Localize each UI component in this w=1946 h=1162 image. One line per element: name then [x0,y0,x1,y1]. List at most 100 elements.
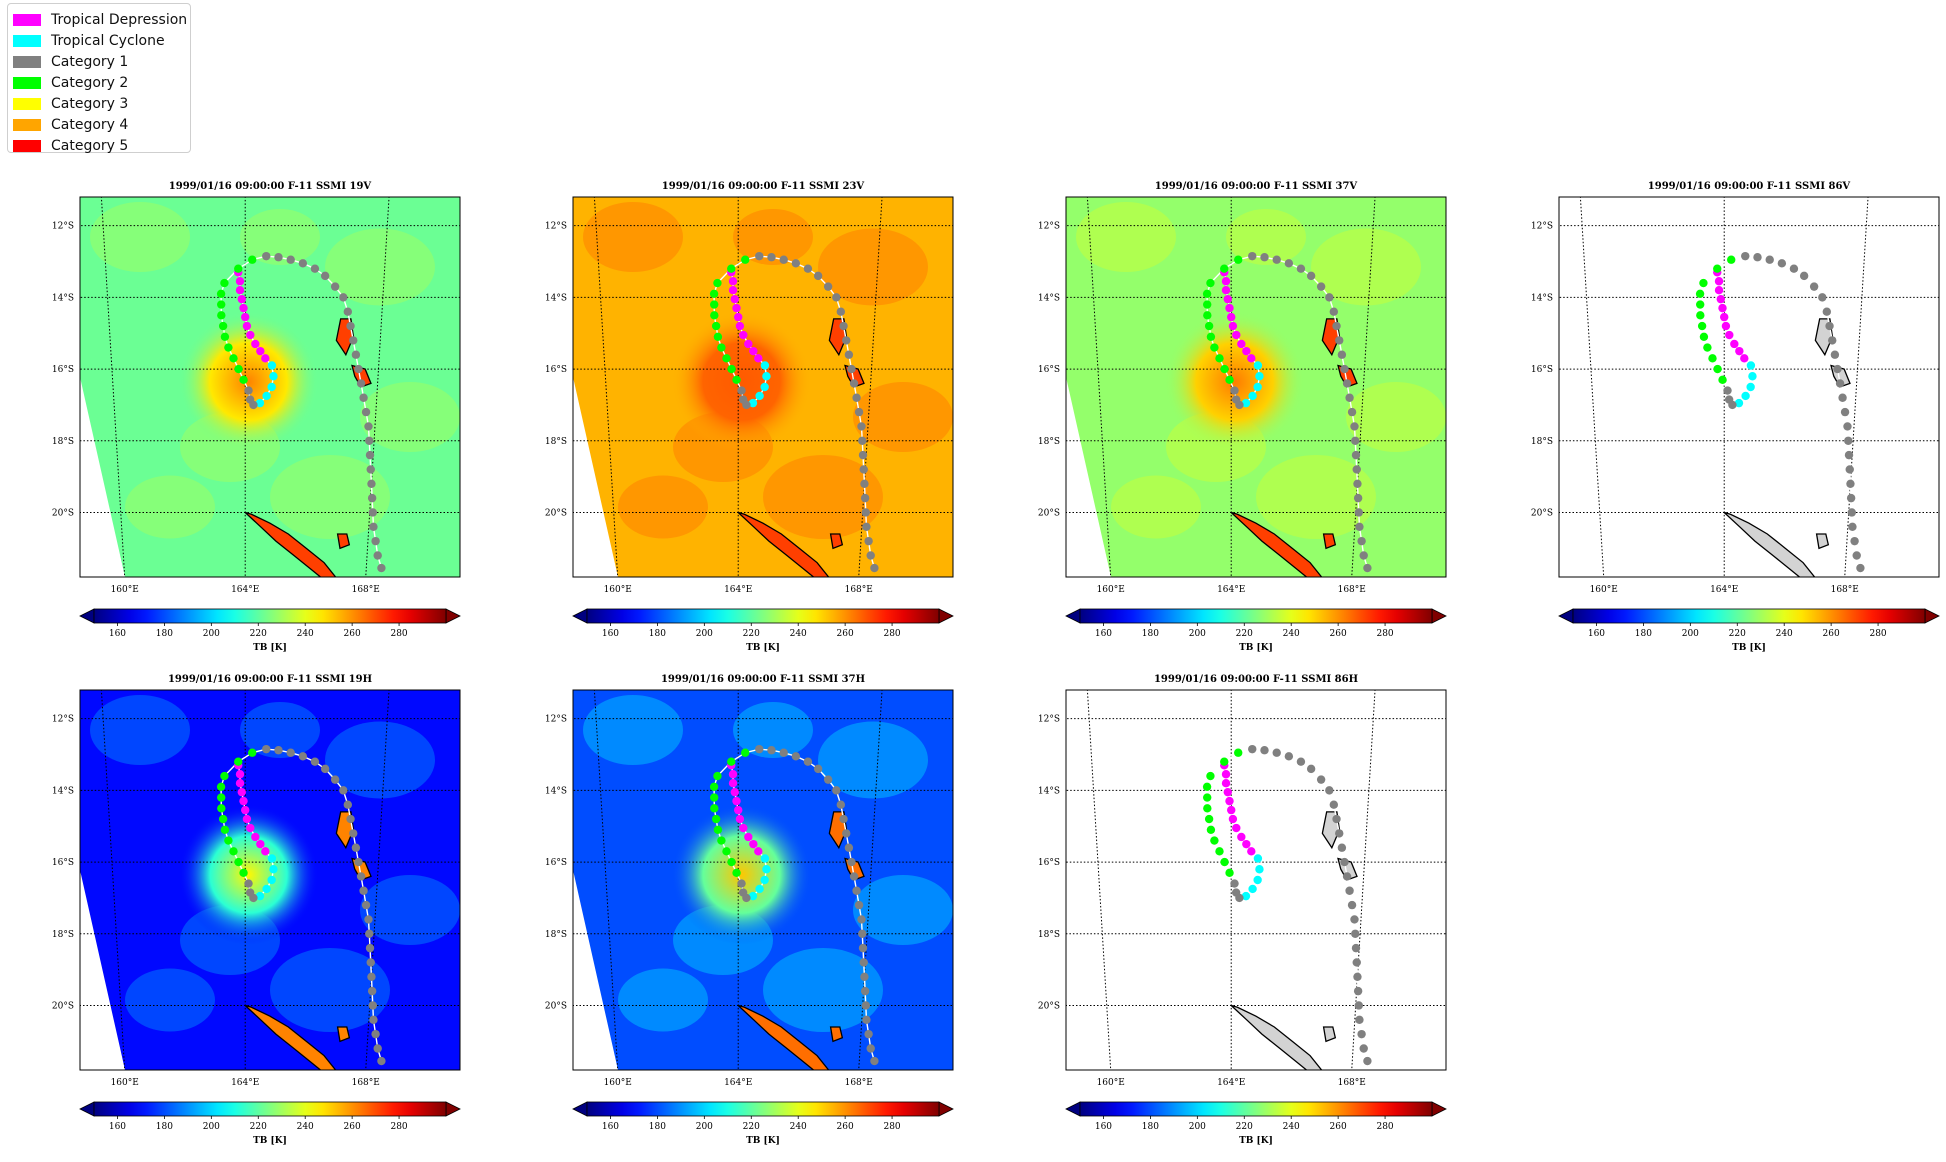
field-variation [818,228,928,306]
track-point [1228,321,1238,331]
legend-label: Category 5 [51,138,129,154]
lat-tick-label: 14°S [52,293,74,303]
lat-tick-label: 20°S [545,1001,567,1011]
track-point [1325,786,1334,795]
colorbar-tick-label: 280 [390,629,407,639]
colorbar-extend-max [1431,1101,1447,1117]
track-point [1359,1044,1368,1053]
track-point [220,332,230,342]
colorbar-tick-label: 280 [1376,1122,1393,1132]
track-point [1723,386,1732,395]
track-point [1220,857,1229,867]
track-point [1352,465,1361,474]
track-point [1242,346,1251,356]
track-point [866,1044,875,1053]
track-point [1248,744,1257,754]
track-point [373,551,382,560]
colorbar-gradient [586,1101,940,1117]
track-point [229,847,238,856]
track-point [239,375,248,385]
track-point [1255,865,1264,874]
lat-tick-label: 12°S [52,222,74,232]
track-point [844,350,854,359]
colorbar-label: TB [K] [1732,643,1766,653]
track-point [727,757,736,766]
field-variation [1311,228,1421,306]
lon-tick-label: 160°E [604,1078,632,1088]
track-point [1284,752,1294,761]
graticule [1066,690,1446,1070]
field-variation [125,968,215,1032]
colorbar-tick-label: 280 [390,1122,407,1132]
track-point [1708,354,1717,363]
track-point [1206,825,1216,835]
colorbar-tick-label: 220 [1729,629,1746,639]
track-point [1359,551,1368,560]
track-point [220,825,230,835]
track-point [1203,793,1212,802]
track-point [339,293,348,302]
lon-tick-label: 160°E [604,585,632,595]
track-point [1741,251,1750,261]
track-point [1838,393,1847,402]
colorbar-tick-label: 260 [837,629,854,639]
track-point [1206,278,1215,288]
track-point [365,436,374,445]
track-point [832,786,841,795]
track-point [346,814,355,824]
lon-tick-label: 168°E [352,1078,380,1088]
track-point [1350,422,1359,431]
lat-tick-label: 18°S [52,437,74,447]
track-point [239,303,248,313]
track-point [722,354,731,363]
track-point [1351,929,1360,938]
field-variation [90,695,190,765]
map-panel: 1999/01/16 09:00:00 F-11 SSMI 86V 12°S 14°… [1531,181,1940,653]
track-point [234,264,243,273]
track-point [1696,311,1705,320]
track-point [864,536,873,546]
field-variation [618,968,708,1032]
track-point [255,398,265,408]
legend-label: Tropical Depression [51,12,188,28]
track-point [1296,264,1306,273]
colorbar-tick-label: 280 [883,1122,900,1132]
graticule [80,690,460,1070]
map-title: 1999/01/16 09:00:00 F-11 SSMI 86H [1154,674,1358,685]
track-point [267,854,277,863]
track-point [1730,339,1739,349]
track-point [1206,332,1216,342]
track-point [744,339,753,349]
track-point [1714,286,1724,295]
track-point [1241,398,1251,408]
legend-swatch [13,14,41,26]
track-point [1242,839,1251,849]
track-point [1720,312,1729,322]
colorbar-gradient [1079,1101,1433,1117]
track-point [1223,787,1232,797]
colorbar-tick-label: 240 [297,1122,314,1132]
track-point [1253,382,1262,392]
colorbar-tick-label: 200 [1189,629,1206,639]
track-point [1202,782,1212,791]
track-point [749,839,758,849]
track-point [1234,748,1243,757]
track-point [1337,843,1347,852]
track-point [1215,354,1224,363]
track-point [1846,479,1855,488]
track-point [709,289,719,298]
track-point [1353,986,1363,996]
colorbar-tick-label: 160 [1588,629,1605,639]
track-point [220,278,229,288]
track-point [1232,823,1241,833]
track-point [779,255,788,264]
track-point [367,493,377,503]
track-point [860,493,870,503]
field-variation [125,475,215,539]
colorbar-tick-label: 280 [1376,629,1393,639]
track-point [1203,311,1212,320]
track-point [1721,321,1731,331]
track-point [732,375,741,385]
track-point [749,346,758,356]
